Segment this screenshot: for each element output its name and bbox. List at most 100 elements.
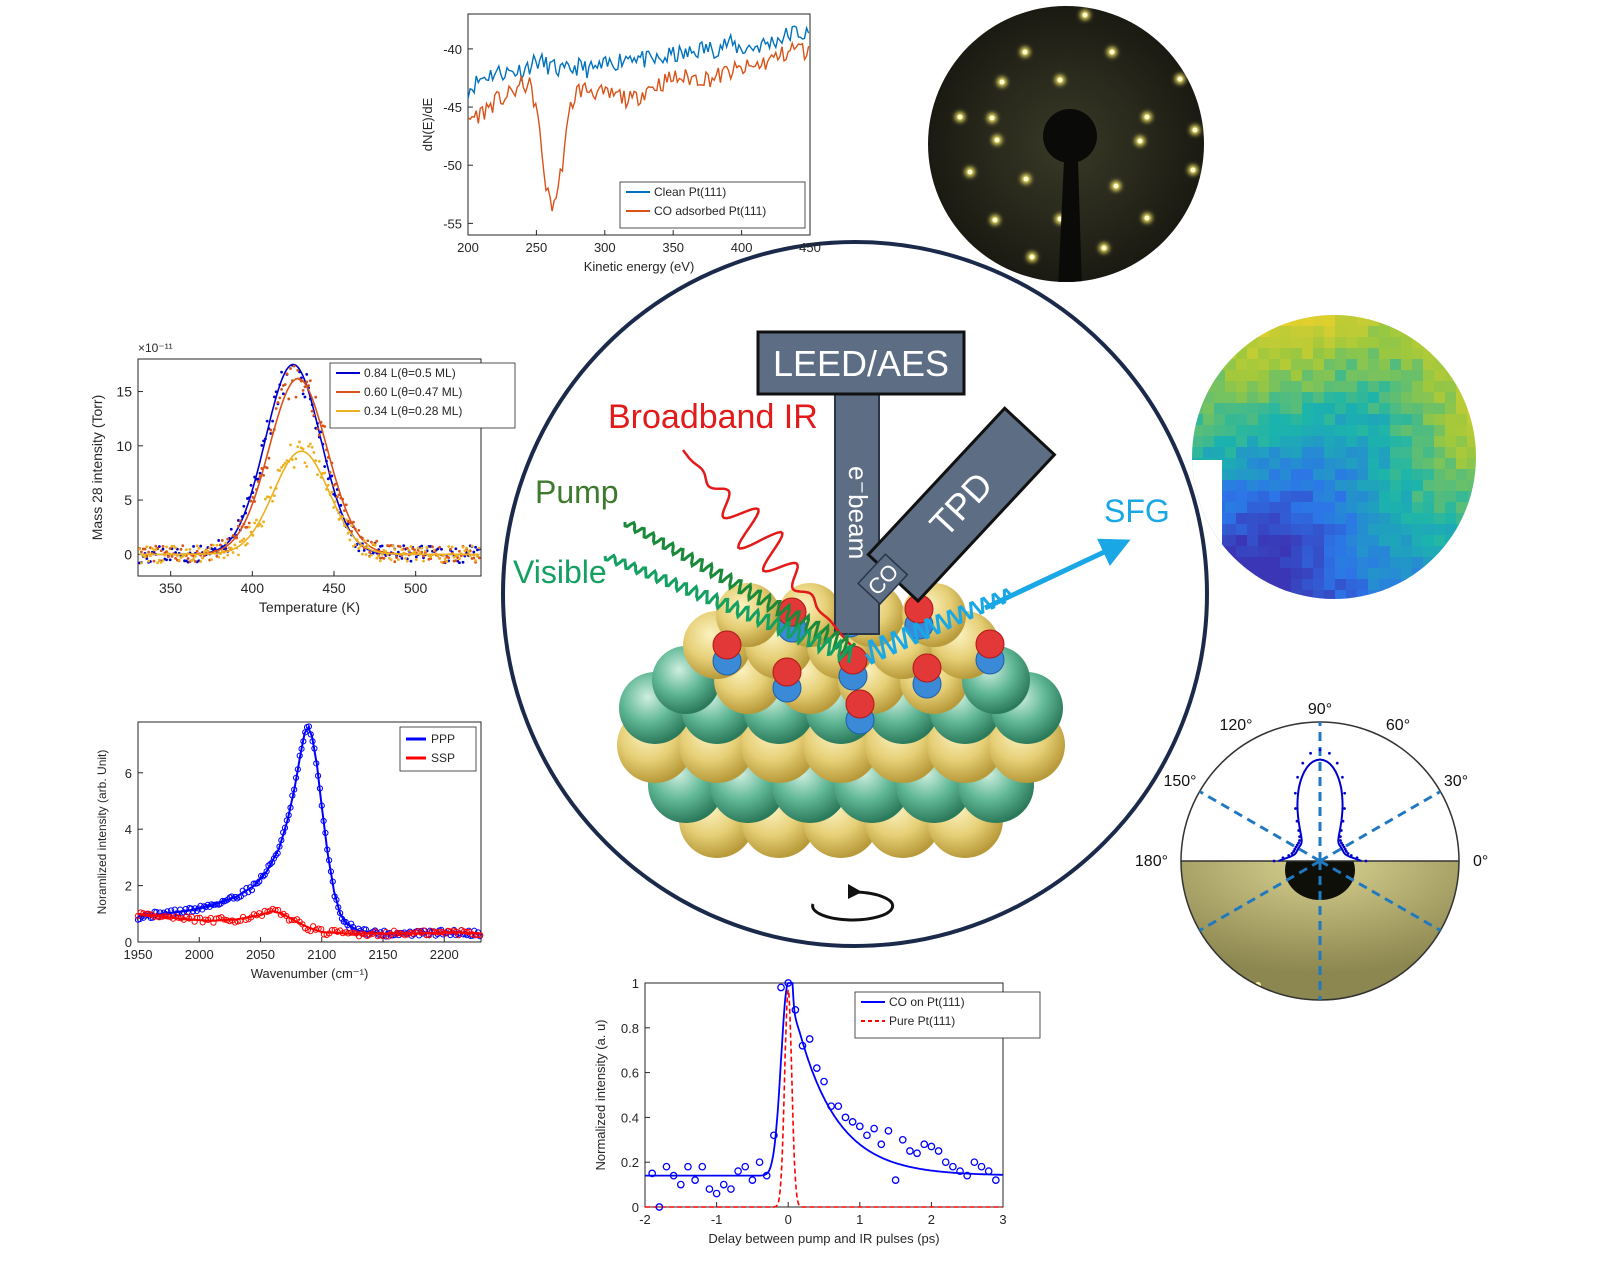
- tpd-data-point: [157, 558, 161, 562]
- tpd-data-point: [458, 561, 461, 565]
- tpd-data-point: [154, 544, 158, 548]
- leed-spot-core: [1144, 215, 1150, 221]
- map-cell: [1269, 447, 1281, 459]
- map-cell: [1236, 348, 1248, 360]
- tpd-data-point: [361, 552, 364, 556]
- tpd-data-point: [240, 539, 244, 542]
- tpd-data-point: [265, 419, 269, 423]
- map-cell: [1324, 502, 1336, 514]
- o-atom: [772, 657, 802, 687]
- map-cell: [1225, 568, 1237, 580]
- y-tick-label: -50: [443, 158, 462, 173]
- map-cell: [1379, 458, 1391, 470]
- map-cell: [1269, 348, 1281, 360]
- tpd-data-point: [170, 554, 174, 558]
- polar-symmetry-line: [1319, 859, 1442, 932]
- map-cell: [1390, 469, 1402, 481]
- map-cell: [1423, 392, 1435, 404]
- rotation-arrow: [811, 890, 895, 922]
- tpd-data-point: [247, 521, 251, 525]
- legend-box: [399, 726, 477, 772]
- map-cell: [1214, 568, 1226, 580]
- tpd-data-point: [143, 547, 147, 551]
- pump-data-point: [963, 1171, 972, 1180]
- tpd-data-point: [301, 447, 305, 451]
- tpd-data-point: [380, 544, 384, 548]
- x-tick-label: 450: [799, 240, 821, 255]
- map-cell: [1236, 370, 1248, 382]
- map-cell: [1258, 403, 1270, 415]
- map-cell: [1269, 458, 1281, 470]
- map-cell: [1368, 469, 1380, 481]
- map-cell: [1335, 436, 1347, 448]
- map-cell: [1280, 414, 1292, 426]
- map-cell: [1357, 546, 1369, 558]
- tpd-data-point: [330, 474, 334, 478]
- tpd-data-point: [326, 483, 330, 487]
- tpd-data-point: [188, 548, 192, 551]
- tpd-data-point: [272, 494, 276, 498]
- x-axis-label: Temperature (K): [259, 599, 360, 615]
- tpd-data-point: [269, 486, 273, 489]
- map-cell: [1346, 436, 1358, 448]
- pump-data-point: [884, 1126, 893, 1135]
- tpd-data-point: [425, 545, 429, 549]
- map-cell: [1390, 337, 1402, 349]
- tpd-data-point: [271, 419, 274, 423]
- pump-data-point: [741, 1162, 750, 1171]
- map-cell: [1390, 370, 1402, 382]
- tpd-chart: 350 400 450 500 0 5 10 15 Temperature (K) Mass 28…: [89, 341, 516, 615]
- map-cell: [1467, 359, 1476, 371]
- tpd-data-point: [231, 534, 235, 537]
- map-cell: [1357, 491, 1369, 503]
- pump-data-point: [877, 1140, 886, 1149]
- tpd-data-point: [161, 545, 165, 548]
- map-cell: [1247, 491, 1259, 503]
- tpd-data-point: [334, 482, 337, 486]
- tpd-data-point: [157, 545, 161, 548]
- map-cell: [1225, 469, 1237, 481]
- polar-data-point: [1298, 839, 1301, 842]
- sfg-legend: PPP SSP: [399, 726, 477, 772]
- map-cell: [1412, 491, 1424, 503]
- tpd-data-point: [161, 547, 165, 551]
- polar-angle-label: 30°: [1444, 773, 1468, 790]
- tpd-data-point: [255, 518, 258, 522]
- tpd-data-point: [220, 539, 224, 542]
- map-cell: [1280, 381, 1292, 393]
- map-cell: [1346, 359, 1358, 371]
- map-cell: [1412, 436, 1424, 448]
- visible-beam: [603, 553, 853, 664]
- map-cell: [1445, 447, 1457, 459]
- map-cell: [1368, 425, 1380, 437]
- pump-data-point: [977, 1162, 986, 1171]
- map-cell: [1313, 381, 1325, 393]
- tpd-data-point: [350, 530, 354, 533]
- map-cell: [1291, 425, 1303, 437]
- map-cell: [1291, 590, 1303, 599]
- tpd-data-point: [362, 548, 366, 552]
- map-cell: [1236, 436, 1248, 448]
- polar-data-point: [1318, 748, 1322, 752]
- sfg-arrow: [983, 538, 1131, 611]
- map-cell: [1291, 513, 1303, 525]
- tpd-data-point: [283, 461, 287, 465]
- map-cell: [1313, 370, 1325, 382]
- map-cell: [1346, 315, 1358, 327]
- map-cell: [1302, 348, 1314, 360]
- tpd-data-point: [459, 554, 463, 558]
- map-cell: [1401, 403, 1413, 415]
- map-cell: [1390, 447, 1402, 459]
- tpd-data-point: [303, 395, 307, 399]
- map-cell: [1346, 524, 1358, 536]
- map-cell: [1291, 502, 1303, 514]
- map-cell: [1423, 480, 1435, 492]
- map-cell: [1269, 579, 1281, 591]
- pump-data-point: [705, 1185, 714, 1193]
- tpd-data-point: [312, 451, 316, 454]
- map-cell: [1280, 469, 1292, 481]
- map-cell: [1412, 469, 1424, 481]
- tpd-data-point: [294, 395, 298, 399]
- map-cell: [1225, 579, 1237, 591]
- map-cell: [1203, 381, 1215, 393]
